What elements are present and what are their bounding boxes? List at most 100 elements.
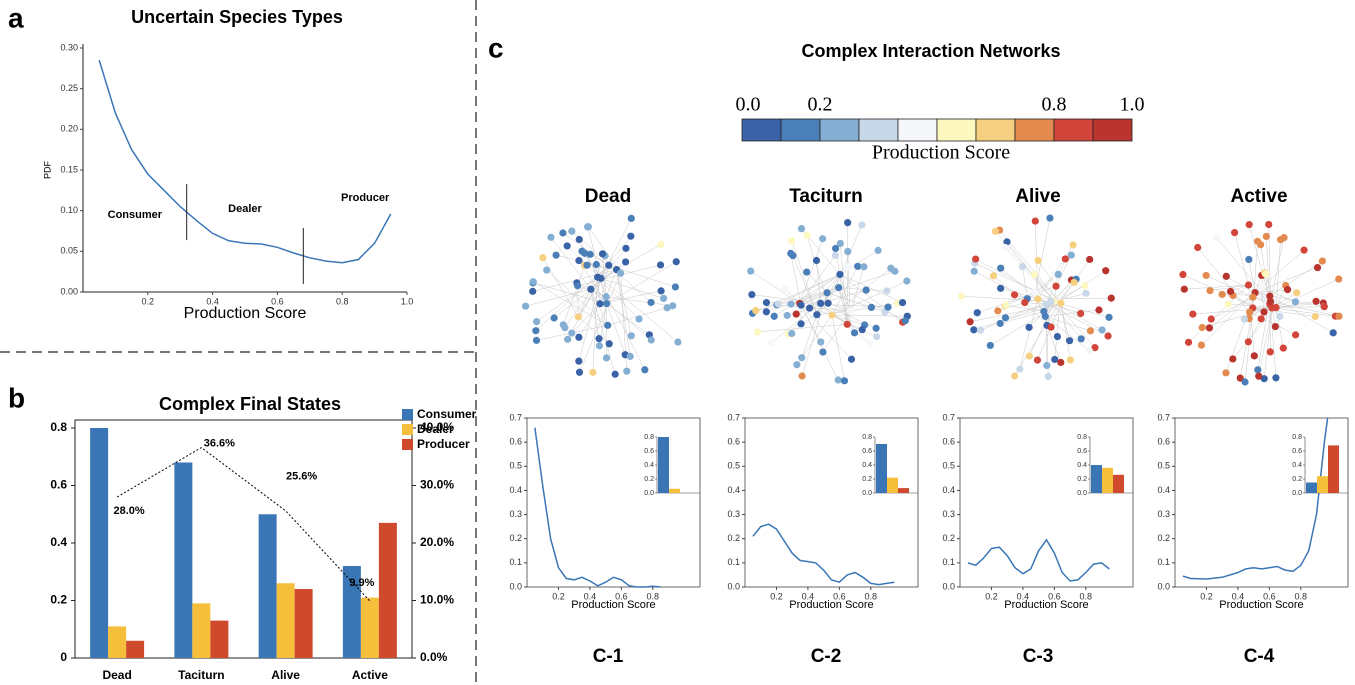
network-node [602, 293, 610, 301]
y-tick-label: 0.1 [727, 557, 740, 567]
inset-tick-label: 0.0 [862, 490, 872, 497]
network-node [1052, 282, 1060, 290]
inset-bar [1102, 467, 1113, 493]
network-node [1104, 332, 1112, 340]
network-edge [525, 288, 591, 307]
network-node [621, 258, 630, 266]
chart-title: Uncertain Species Types [131, 7, 343, 27]
network-edge [993, 275, 1025, 303]
network-node [883, 287, 891, 295]
network-node [874, 246, 882, 255]
network-edge [532, 282, 607, 304]
network-node [589, 368, 597, 376]
value-label: 36.6% [204, 437, 235, 449]
network-node [860, 263, 868, 271]
network-edge [1024, 302, 1048, 326]
x-tick-label: Taciturn [178, 668, 224, 682]
colorbar-tick-label: 1.0 [1120, 94, 1145, 116]
network-edge [771, 287, 839, 344]
inset-tick-label: 0.8 [644, 434, 654, 441]
y-tick-label: 0.10 [60, 205, 78, 215]
network-node [1198, 323, 1206, 332]
network-node [753, 328, 762, 336]
x-tick-label: 0.4 [1232, 591, 1245, 601]
network-node [641, 366, 649, 374]
network-edge [1209, 284, 1249, 291]
network-edge [1232, 307, 1277, 360]
inset-bar [876, 444, 887, 493]
y-tick-label: 0.1 [942, 557, 955, 567]
network-node [1205, 324, 1214, 332]
network-edge [1000, 288, 1038, 300]
network-node [997, 284, 1005, 292]
network-node [1197, 341, 1206, 349]
network-node [1291, 298, 1300, 306]
y-tick-label: 0.2 [50, 593, 67, 607]
network-node [1066, 356, 1074, 364]
network-node [1257, 315, 1265, 323]
network-edge [1254, 267, 1318, 293]
network-node [1311, 312, 1319, 321]
network-edge [597, 277, 640, 320]
network-node [787, 300, 795, 308]
y-tick-label: 0 [60, 650, 67, 664]
network-node [604, 321, 612, 329]
network-node [792, 310, 800, 318]
network-node [550, 314, 558, 322]
y-tick-label: 0.4 [727, 485, 740, 495]
network-edge [831, 268, 892, 316]
network-node [991, 227, 1000, 235]
y-tick-label: 0.2 [942, 533, 955, 543]
y2-tick-label: 20.0% [420, 535, 454, 549]
network-edge [1270, 301, 1340, 317]
network-node [616, 269, 625, 277]
network-node [627, 214, 635, 222]
x-tick-label: 0.2 [770, 591, 783, 601]
network-node [656, 261, 665, 269]
bar [276, 583, 295, 658]
network-node [1189, 310, 1197, 318]
network-node [994, 307, 1002, 315]
network-node [1207, 315, 1215, 323]
network-node [797, 301, 805, 309]
network-edge [831, 314, 845, 381]
network-node [627, 332, 635, 340]
network-edge [577, 285, 579, 317]
network-label: Dead [585, 186, 631, 207]
region-label: Consumer [108, 209, 163, 221]
network-node [989, 272, 998, 280]
colorbar-cell [1014, 118, 1055, 142]
network-node [986, 341, 994, 350]
network-node [1266, 292, 1274, 300]
network-node [847, 355, 856, 363]
network-node [1262, 270, 1270, 278]
network-node [1070, 278, 1078, 287]
network-node [1236, 374, 1244, 382]
y2-tick-label: 30.0% [420, 478, 454, 492]
network-edge [1045, 316, 1091, 332]
y-tick-label: 0.3 [942, 509, 955, 519]
network-edge [831, 280, 907, 316]
network-node [1246, 308, 1254, 316]
y-tick-label: 0.5 [727, 461, 740, 471]
network-node [1260, 308, 1268, 316]
network-node [583, 261, 591, 269]
network-node [803, 231, 811, 239]
x-tick-label: 0.8 [865, 591, 878, 601]
network-node [781, 284, 789, 293]
network-edge [606, 303, 626, 355]
network-edge [597, 236, 632, 278]
plot-frame [959, 417, 1134, 588]
network-node [1240, 315, 1248, 323]
network-node [1025, 352, 1033, 360]
colorbar-cell [858, 118, 899, 142]
network-edge [800, 304, 852, 360]
network-node [669, 302, 677, 310]
panel-caption: C-4 [1244, 646, 1275, 667]
network-node [1051, 355, 1059, 364]
network-node [1218, 290, 1226, 299]
bar [174, 462, 193, 658]
network-node [657, 287, 665, 295]
network-node [1257, 283, 1266, 292]
x-tick-label: Active [352, 668, 388, 682]
